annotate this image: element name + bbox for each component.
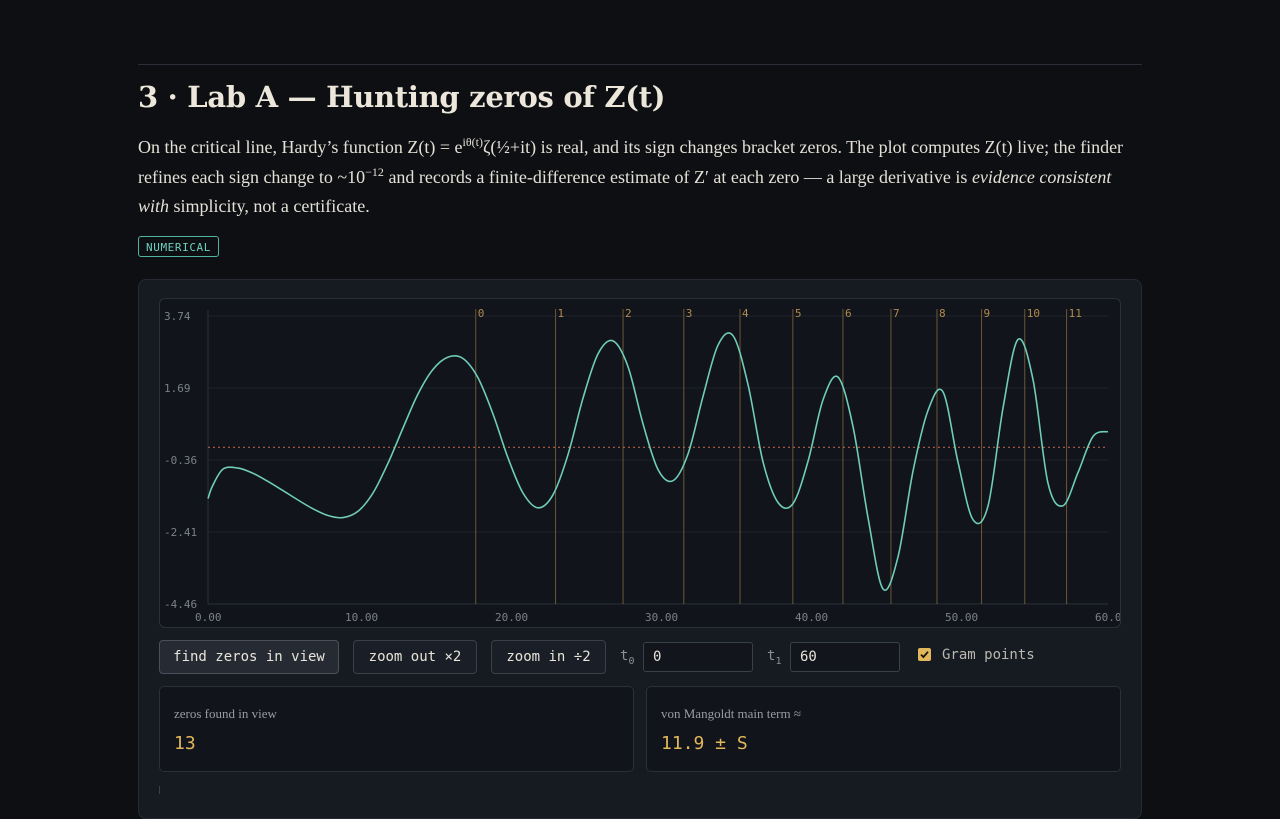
- x-tick-label: 20.00: [495, 611, 528, 624]
- z-function-curve: [207, 332, 1109, 592]
- numerical-badge: NUMERICAL: [138, 236, 220, 257]
- z-function-chart[interactable]: 3.74 1.69 -0.36 -2.41 -4.460.00 10.00 20.00 30.…: [160, 299, 1120, 627]
- zeros-found-label: zeros found in view: [174, 706, 277, 721]
- y-tick-label: 1.69: [164, 382, 191, 395]
- gram-point-label: 8: [939, 307, 946, 320]
- x-tick-label: 10.00: [345, 611, 378, 624]
- t0-label: t0: [620, 648, 635, 667]
- zoom-in-button[interactable]: zoom in ÷2: [491, 640, 606, 674]
- t0-input[interactable]: [643, 642, 753, 672]
- y-tick-label: -2.41: [164, 526, 197, 539]
- x-tick-label: 0.00: [195, 611, 222, 624]
- gram-point-label: 0: [478, 307, 485, 320]
- gram-point-label: 1: [558, 307, 565, 320]
- gram-point-label: 9: [984, 307, 991, 320]
- gram-point-label: 10: [1027, 307, 1040, 320]
- gram-point-label: 5: [795, 307, 802, 320]
- y-tick-label: 3.74: [164, 310, 191, 323]
- checkmark-icon: [920, 651, 929, 659]
- gram-point-label: 11: [1069, 307, 1082, 320]
- t1-input[interactable]: [790, 642, 900, 672]
- x-tick-label: 50.00: [945, 611, 978, 624]
- gram-points-checkbox[interactable]: [918, 648, 931, 661]
- x-tick-label: 40.00: [795, 611, 828, 624]
- t1-label: t1: [767, 648, 782, 667]
- top-divider: [138, 64, 1142, 65]
- y-tick-label: -0.36: [164, 454, 197, 467]
- y-tick-label: -4.46: [164, 598, 197, 611]
- z-function-plot[interactable]: 3.74 1.69 -0.36 -2.41 -4.46 0.00 10.00 20.00 30.…: [159, 298, 1121, 628]
- zeros-found-card: zeros found in view 13: [159, 686, 634, 772]
- gram-point-label: 3: [686, 307, 693, 320]
- scroll-hint: [159, 786, 160, 794]
- x-tick-label: 30.00: [645, 611, 678, 624]
- x-tick-label: 60.00: [1095, 611, 1120, 624]
- von-mangoldt-value: 11.9 ± S: [661, 733, 748, 754]
- section-title: 3 · Lab A — Hunting zeros of Z(t): [138, 80, 666, 114]
- zoom-out-button[interactable]: zoom out ×2: [353, 640, 477, 674]
- section-description: On the critical line, Hardy’s function Z…: [138, 135, 1124, 216]
- gram-point-label: 2: [625, 307, 632, 320]
- von-mangoldt-label: von Mangoldt main term ≈: [661, 706, 802, 721]
- gram-point-label: 7: [893, 307, 900, 320]
- von-mangoldt-card: von Mangoldt main term ≈ 11.9 ± S: [646, 686, 1121, 772]
- gram-point-label: 6: [845, 307, 852, 320]
- gram-point-label: 4: [742, 307, 749, 320]
- gram-points-label[interactable]: Gram points: [942, 647, 1035, 663]
- zeros-found-value: 13: [174, 733, 196, 754]
- find-zeros-button[interactable]: find zeros in view: [159, 640, 339, 674]
